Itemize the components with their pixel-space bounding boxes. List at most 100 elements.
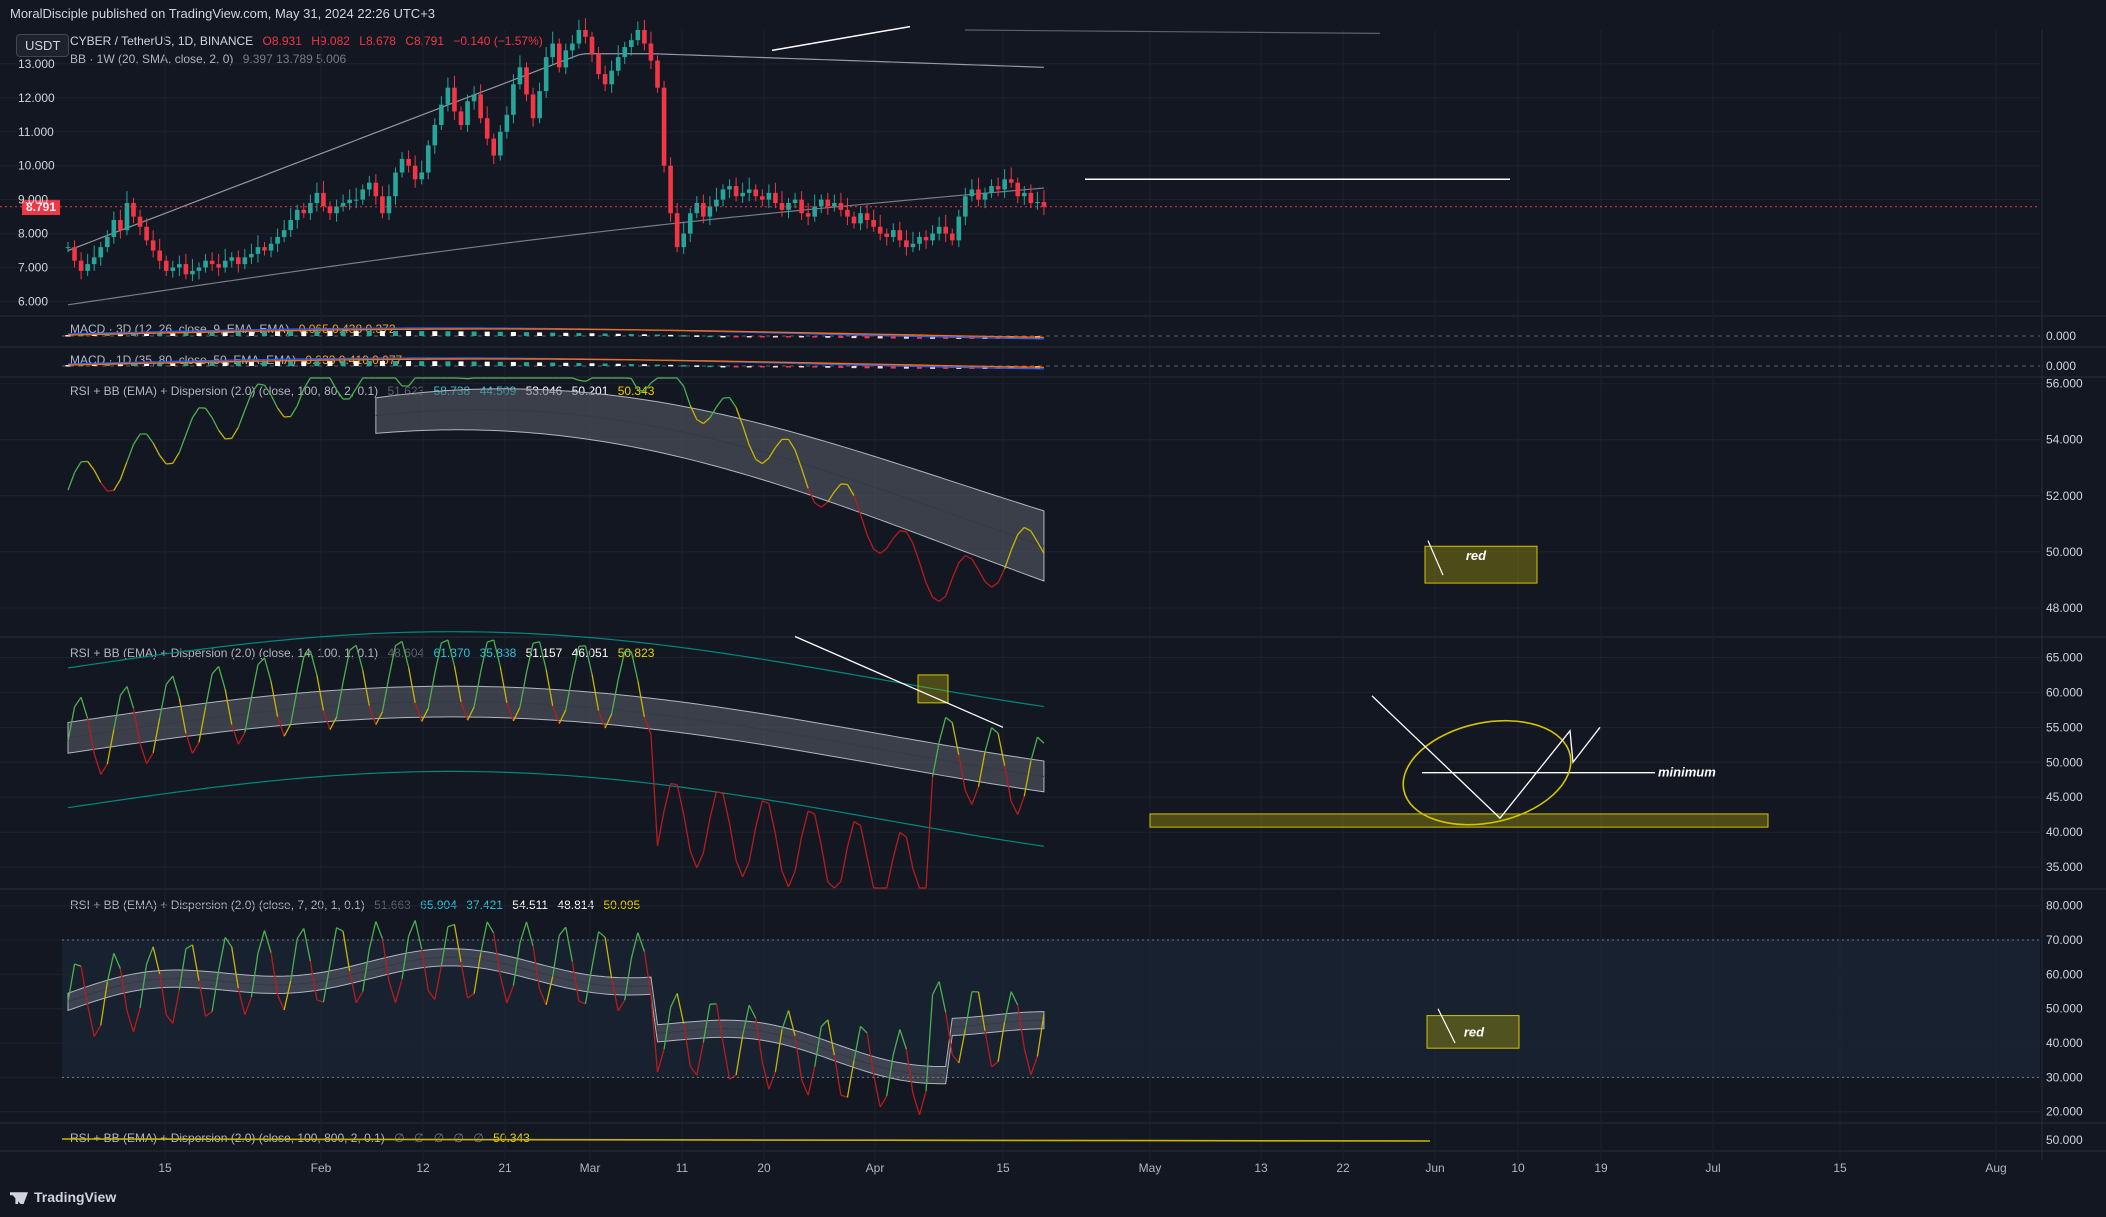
rsi-line-segment xyxy=(296,928,305,939)
macd-histogram-bar xyxy=(275,331,281,336)
rsi-line-segment xyxy=(87,718,95,754)
rsi4-value: ∅ xyxy=(394,1131,405,1145)
candle-body xyxy=(1002,179,1007,190)
macd-histogram-bar xyxy=(458,361,464,366)
rsi-line-segment xyxy=(905,836,914,870)
minimum-annotation-label: minimum xyxy=(1658,765,1716,780)
rsi-line-segment xyxy=(670,993,678,1008)
rsi-line-segment xyxy=(218,937,226,971)
red-zone-box xyxy=(1426,1015,1520,1049)
y-tick-label: 7.000 xyxy=(18,261,48,275)
rsi-line-segment xyxy=(440,926,449,967)
macd-histogram-bar xyxy=(668,364,674,367)
rsi-line-segment xyxy=(643,382,652,392)
rsi-line-segment xyxy=(997,1021,1006,1062)
rsi-line-segment xyxy=(643,951,652,996)
rsi-line-segment xyxy=(912,1093,921,1115)
rsi3-value: 51.663 xyxy=(374,898,411,912)
rsi-line-segment xyxy=(899,530,907,533)
macd-histogram-bar xyxy=(903,336,909,339)
rsi-line-segment xyxy=(676,993,685,1024)
candle-body xyxy=(746,189,752,193)
rsi-line-segment xyxy=(290,938,298,982)
rsi-line-segment xyxy=(237,987,246,1015)
macd-histogram-bar xyxy=(340,361,346,366)
rsi-line-segment xyxy=(676,784,685,815)
rsi-line-segment xyxy=(166,462,173,465)
candle-body xyxy=(209,260,215,265)
bb-label: BB · 1W (20, SMA, close, 2, 0) xyxy=(70,52,234,66)
rsi-line-segment xyxy=(441,639,449,644)
rsi-line-segment xyxy=(467,993,475,999)
macd-histogram-bar xyxy=(930,336,936,339)
macd-histogram-bar xyxy=(746,336,752,338)
rsi-line-segment xyxy=(290,405,298,417)
rsi-line-segment xyxy=(106,953,115,983)
macd-histogram-bar xyxy=(262,361,267,366)
macd-histogram-bar xyxy=(602,333,608,336)
candle-body xyxy=(674,213,680,248)
x-tick-label: Feb xyxy=(311,1161,332,1175)
candle-body xyxy=(910,243,916,248)
x-tick-label: May xyxy=(1139,1161,1162,1175)
macd-histogram-bar xyxy=(589,333,595,336)
rsi-line-segment xyxy=(434,965,442,1000)
macd-histogram-bar xyxy=(353,361,359,366)
rsi-line-segment xyxy=(401,641,410,668)
currency-button[interactable]: USDT xyxy=(16,34,70,57)
candle-body xyxy=(301,209,307,214)
rsi-line-segment xyxy=(218,666,226,690)
rsi4-value: ∅ xyxy=(433,1131,445,1145)
y-tick-label: 9.000 xyxy=(18,193,48,207)
rsi-line-segment xyxy=(349,388,357,400)
macd-histogram-bar xyxy=(235,331,241,336)
rsi-line-segment xyxy=(460,701,469,721)
rsi-line-segment xyxy=(945,578,953,597)
macd-histogram-bar xyxy=(419,361,425,366)
candle-body xyxy=(406,158,411,166)
rsi-line-segment xyxy=(951,562,960,579)
rsi-line-segment xyxy=(132,433,141,445)
rsi-line-segment xyxy=(113,953,121,970)
macd-histogram-bar xyxy=(772,366,778,368)
rsi-line-segment xyxy=(342,931,351,972)
candle-body xyxy=(452,87,457,112)
rsi-line-segment xyxy=(231,427,239,439)
rsi-line-segment xyxy=(126,1010,135,1033)
candle-body xyxy=(917,236,922,244)
y-tick-label: 48.000 xyxy=(2046,601,2083,615)
rsi-line-segment xyxy=(637,680,646,718)
macd-histogram-bar xyxy=(668,334,674,337)
rsi-line-segment xyxy=(1023,526,1032,532)
macd-histogram-bar xyxy=(812,336,818,338)
macd-histogram-bar xyxy=(510,332,516,336)
rsi-line-segment xyxy=(729,397,737,408)
rsi-line-segment xyxy=(604,937,613,979)
macd-histogram-bar xyxy=(930,366,936,369)
rsi-line-segment xyxy=(512,707,521,722)
rsi-line-segment xyxy=(493,639,501,667)
macd-histogram-bar xyxy=(432,331,438,336)
rsi-line-segment xyxy=(532,945,541,990)
rsi-line-segment xyxy=(748,827,757,862)
rsi-line-segment xyxy=(159,684,167,719)
red-annotation-label: red xyxy=(1466,548,1487,563)
rsi-line-segment xyxy=(683,814,691,852)
rsi-line-segment xyxy=(329,927,338,965)
rsi-line-segment xyxy=(322,964,331,1003)
macd-histogram-bar xyxy=(393,361,398,366)
rsi-line-segment xyxy=(244,996,253,1016)
candle-body xyxy=(412,165,418,180)
rsi-line-segment xyxy=(74,963,82,967)
rsi-line-segment xyxy=(991,1061,999,1068)
candle-body xyxy=(602,74,608,85)
rsi-line-segment xyxy=(80,697,89,719)
rsi-line-segment xyxy=(794,1035,803,1080)
rsi-line-segment xyxy=(283,723,292,737)
rsi-line-segment xyxy=(794,836,803,872)
macd-histogram-bar xyxy=(484,361,490,366)
rsi-line-segment xyxy=(119,686,128,696)
rsi-line-segment xyxy=(414,920,423,950)
macd-histogram-bar xyxy=(628,334,634,336)
